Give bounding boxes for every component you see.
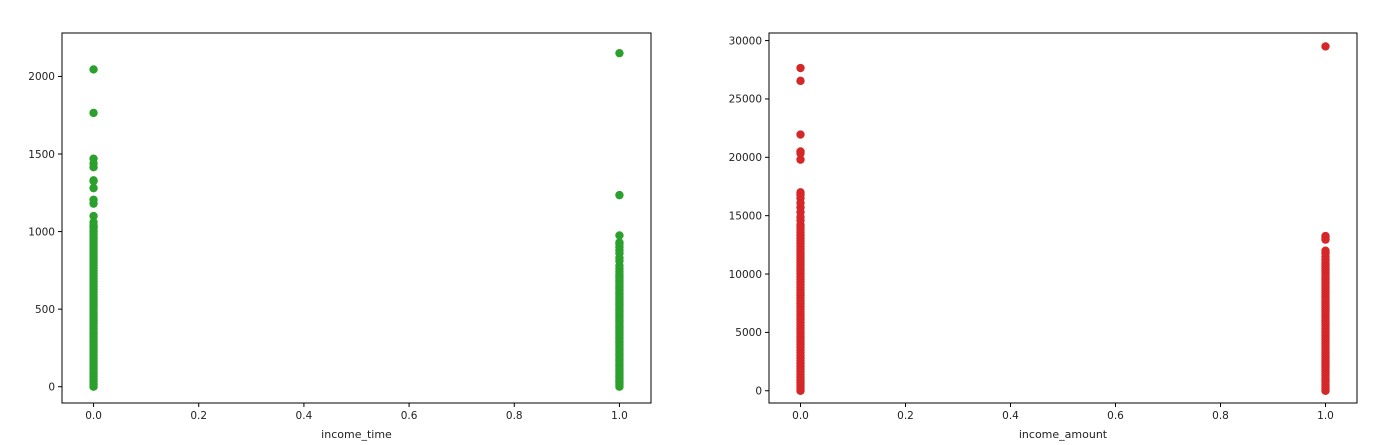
data-point-income-time xyxy=(89,108,98,118)
y-tick-label-income-amount: 20000 xyxy=(729,152,762,164)
data-point-income-time xyxy=(615,48,624,58)
plot-frame-income-time xyxy=(61,32,652,404)
y-axis-ticks-income-amount: 0 5000 10000 15000 20000 25000 30000 xyxy=(729,35,769,398)
x-axis-ticks-income-amount: 0.0 0.2 0.4 0.6 0.8 1.0 xyxy=(792,403,1334,422)
y-tick-label-income-time: 0 xyxy=(48,382,55,394)
y-tick-label-income-amount: 30000 xyxy=(729,35,762,47)
x-tick-label-income-time: 0.4 xyxy=(296,410,313,422)
x-tick-label-income-time: 0.6 xyxy=(401,410,418,422)
data-point-income-amount xyxy=(796,63,805,73)
data-point-income-time xyxy=(89,162,98,172)
y-tick-label-income-time: 1500 xyxy=(28,149,55,161)
x-tick-label-income-amount: 0.8 xyxy=(1212,410,1229,422)
y-tick-label-income-time: 1000 xyxy=(28,226,55,238)
data-point-income-time xyxy=(89,65,98,74)
y-tick-label-income-amount: 15000 xyxy=(729,210,762,222)
data-point-income-time xyxy=(615,190,624,200)
x-axis-label-income-time: income_time xyxy=(321,428,392,441)
scatter-markers-income-amount xyxy=(796,42,1330,395)
data-point-income-time xyxy=(615,231,624,240)
x-tick-label-income-time: 0.0 xyxy=(85,410,102,422)
data-point-income-time xyxy=(89,199,98,208)
x-tick-label-income-time: 1.0 xyxy=(611,410,628,422)
x-axis-label-income-amount: income_amount xyxy=(1019,428,1108,441)
data-point-income-amount xyxy=(1321,42,1330,51)
x-axis-ticks-income-time: 0.0 0.2 0.4 0.6 0.8 1.0 xyxy=(85,403,628,422)
data-point-income-amount xyxy=(1321,235,1330,244)
plot-frame-income-amount xyxy=(768,32,1358,404)
scatter-plot-income-time: 0.0 0.2 0.4 0.6 0.8 1.0 0 500 1000 1500 2000 inco… xyxy=(28,32,652,441)
data-point-income-amount xyxy=(796,220,805,230)
data-point-income-time xyxy=(89,222,98,232)
data-point-income-amount xyxy=(796,130,805,139)
data-point-income-amount xyxy=(796,76,805,86)
y-tick-label-income-amount: 10000 xyxy=(729,269,762,281)
x-tick-label-income-time: 0.8 xyxy=(506,410,523,422)
y-tick-label-income-time: 2000 xyxy=(28,71,55,83)
data-point-income-time xyxy=(89,211,98,221)
y-tick-label-income-amount: 25000 xyxy=(729,94,762,106)
y-tick-label-income-time: 500 xyxy=(35,304,55,316)
scatter-markers-income-time xyxy=(89,48,624,391)
x-tick-label-income-amount: 0.2 xyxy=(897,410,914,422)
data-point-income-time xyxy=(615,270,624,280)
data-point-income-amount xyxy=(1321,255,1330,265)
y-axis-ticks-income-time: 0 500 1000 1500 2000 xyxy=(28,71,62,394)
scatter-plot-income-amount: 0.0 0.2 0.4 0.6 0.8 1.0 0 5000 10000 15000 20000 2… xyxy=(729,32,1358,441)
y-tick-label-income-amount: 0 xyxy=(755,386,762,398)
data-point-income-time xyxy=(89,183,98,193)
x-tick-label-income-time: 0.2 xyxy=(190,410,207,422)
x-tick-label-income-amount: 0.0 xyxy=(792,410,809,422)
y-tick-label-income-amount: 5000 xyxy=(735,327,762,339)
data-point-income-amount xyxy=(796,155,805,164)
x-tick-label-income-amount: 1.0 xyxy=(1317,410,1334,422)
data-point-income-time xyxy=(89,176,98,186)
data-point-income-amount xyxy=(796,149,805,158)
x-tick-label-income-amount: 0.4 xyxy=(1002,410,1019,422)
x-tick-label-income-amount: 0.6 xyxy=(1107,410,1124,422)
